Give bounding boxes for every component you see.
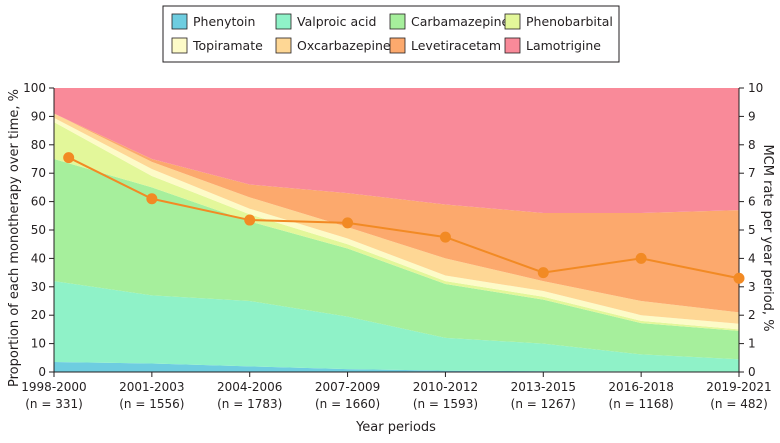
mcm-point	[146, 193, 158, 205]
x-tick-label: 2013-2015	[511, 380, 576, 394]
x-tick-count: (n = 482)	[710, 397, 768, 411]
area-levetiracetam	[54, 113, 739, 313]
x-tick-label: 2001-2003	[119, 380, 184, 394]
y-left-tick-label: 50	[31, 223, 46, 237]
legend-swatch-valproic-acid	[275, 13, 292, 30]
legend-swatch-lamotrigine	[504, 37, 521, 54]
legend: Phenytoin Valproic acid Carbamazepine Pheno…	[162, 5, 620, 63]
y-left-tick-label: 40	[31, 251, 46, 265]
x-tick-count: (n = 1267)	[511, 397, 576, 411]
x-tick-count: (n = 1593)	[413, 397, 478, 411]
legend-label-phenytoin: Phenytoin	[193, 14, 255, 29]
x-tick-count: (n = 1783)	[217, 397, 282, 411]
area-carbamazepine	[54, 159, 739, 360]
x-tick-label: 2019-2021	[706, 380, 771, 394]
y-axis-left-title: Proportion of each monotherapy over time…	[7, 89, 22, 387]
y-left-tick-label: 20	[31, 308, 46, 322]
y-left-tick-label: 100	[23, 81, 46, 95]
stacked-areas	[54, 88, 739, 372]
y-right-tick-label: 2	[748, 308, 756, 322]
legend-swatch-phenytoin	[171, 13, 188, 30]
legend-swatch-phenobarbital	[504, 13, 521, 30]
x-tick-count: (n = 1168)	[609, 397, 674, 411]
x-tick-label: 1998-2000	[21, 380, 86, 394]
legend-swatch-levetiracetam	[389, 37, 406, 54]
y-right-tick-label: 10	[748, 81, 763, 95]
y-right-tick-label: 9	[748, 109, 756, 123]
y-right-tick-label: 1	[748, 337, 756, 351]
y-right-tick-label: 3	[748, 280, 756, 294]
x-tick-label: 2007-2009	[315, 380, 380, 394]
legend-label-lamotrigine: Lamotrigine	[526, 38, 601, 53]
legend-swatch-topiramate	[171, 37, 188, 54]
mcm-point	[635, 252, 647, 264]
legend-label-topiramate: Topiramate	[192, 38, 263, 53]
y-right-tick-label: 5	[748, 223, 756, 237]
area-valproic-acid	[54, 281, 739, 372]
y-right-tick-label: 8	[748, 138, 756, 152]
mcm-point	[537, 267, 549, 279]
area-phenytoin	[54, 362, 739, 372]
x-tick-count: (n = 1556)	[119, 397, 184, 411]
x-tick-label: 2004-2006	[217, 380, 282, 394]
y-left-tick-label: 60	[31, 195, 46, 209]
x-axis: 1998-2000 (n = 331) 2001-2003 (n = 1556) 200…	[21, 372, 772, 411]
x-tick-label: 2010-2012	[413, 380, 478, 394]
y-right-tick-label: 6	[748, 195, 756, 209]
x-tick-count: (n = 331)	[25, 397, 83, 411]
mcm-point	[439, 231, 451, 243]
x-tick-count: (n = 1660)	[315, 397, 380, 411]
mcm-point	[733, 272, 745, 284]
legend-label-valproic-acid: Valproic acid	[297, 14, 376, 29]
y-right-tick-label: 0	[748, 365, 756, 379]
x-tick-label: 2016-2018	[608, 380, 673, 394]
x-axis-title: Year periods	[355, 420, 436, 435]
y-axis-right-title: MCM rate per year period, %	[760, 144, 775, 331]
legend-label-phenobarbital: Phenobarbital	[526, 14, 613, 29]
legend-label-oxcarbazepine: Oxcarbazepine	[297, 38, 391, 53]
legend-label-levetiracetam: Levetiracetam	[411, 38, 501, 53]
y-left-tick-label: 90	[31, 109, 46, 123]
mcm-point	[342, 217, 354, 229]
legend-swatch-oxcarbazepine	[275, 37, 292, 54]
y-left-tick-label: 70	[31, 166, 46, 180]
mcm-line	[68, 156, 740, 280]
legend-label-carbamazepine: Carbamazepine	[411, 14, 510, 29]
y-left-tick-label: 30	[31, 280, 46, 294]
y-left-tick-label: 10	[31, 337, 46, 351]
y-axis-right: 0 1 2 3 4 5 6 7 8 9 10	[739, 81, 763, 379]
mcm-point	[244, 214, 256, 226]
y-right-tick-label: 7	[748, 166, 756, 180]
y-left-tick-label: 80	[31, 138, 46, 152]
y-axis-left: 0 10 20 30 40 50 60 70 80 90 100	[23, 81, 54, 379]
mcm-rate-line	[63, 152, 745, 284]
legend-swatch-carbamazepine	[389, 13, 406, 30]
mcm-point	[63, 152, 75, 164]
y-left-tick-label: 0	[38, 365, 46, 379]
area-lamotrigine	[54, 88, 739, 213]
y-right-tick-label: 4	[748, 251, 756, 265]
